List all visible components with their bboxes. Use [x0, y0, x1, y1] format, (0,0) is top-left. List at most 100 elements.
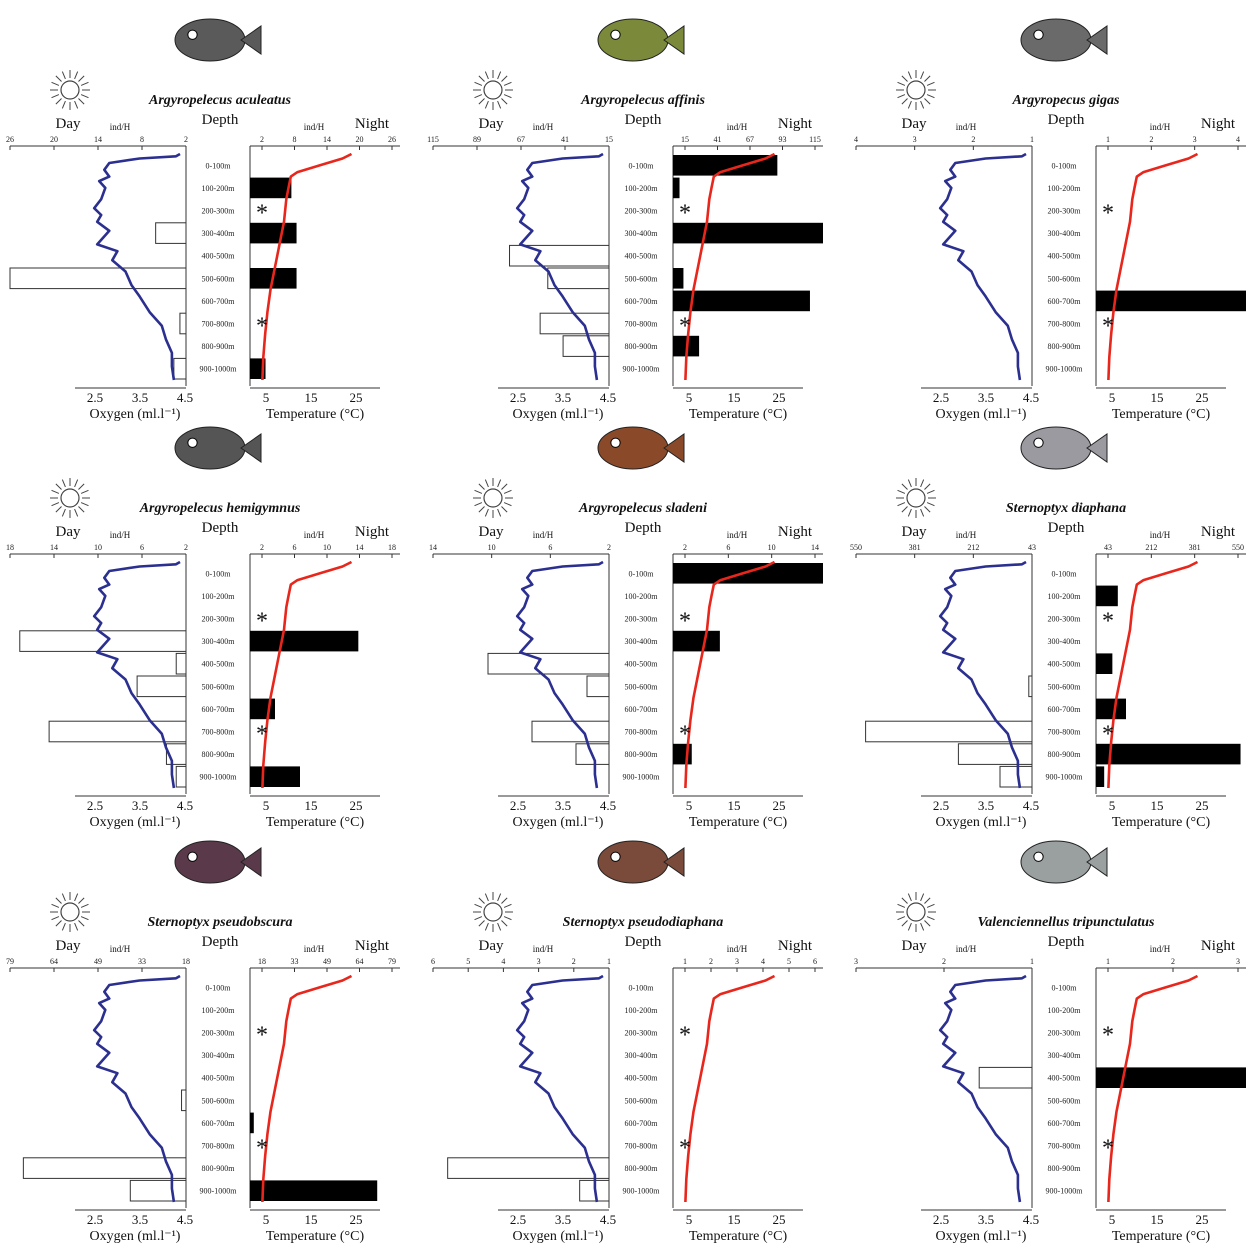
oxygen-tick-label: 3.5 [132, 1212, 148, 1227]
species-name: Sternoptyx pseudobscura [147, 915, 292, 930]
sun-icon-ray [51, 94, 60, 99]
temperature-axis-label: Temperature (°C) [689, 1229, 788, 1244]
depth-tick-label: 0-100m [629, 569, 655, 578]
fish-photo-eye [1033, 29, 1044, 40]
oxygen-axis-label: Oxygen (ml.l⁻¹) [936, 407, 1027, 422]
sun-icon-ray [61, 100, 66, 109]
oxygen-profile-line [515, 152, 604, 381]
night-bar [1096, 290, 1246, 312]
day-unit-label: ind/H [533, 530, 554, 540]
temperature-tick-label: 25 [1196, 798, 1209, 813]
depth-tick-label: 600-700m [202, 297, 236, 306]
day-count-tick-label: 14 [50, 543, 58, 552]
depth-label: Depth [202, 934, 239, 950]
fish-photo [174, 840, 262, 884]
sun-icon-ray [478, 506, 485, 513]
sun-icon-ray [503, 489, 512, 494]
depth-tick-label: 100-200m [625, 184, 659, 193]
sun-icon [896, 70, 936, 110]
depth-tick-label: 500-600m [1048, 682, 1082, 691]
day-label: Day [56, 938, 81, 954]
day-bar [531, 720, 610, 743]
day-label: Day [479, 524, 504, 540]
oxygen-tick-label: 3.5 [978, 1212, 994, 1227]
sun-icon-ray [80, 916, 89, 921]
depth-tick-label: 700-800m [1048, 1142, 1082, 1151]
depth-tick-label: 500-600m [1048, 274, 1082, 283]
sun-icon-ray [924, 75, 931, 82]
sun-icon-disc [60, 80, 80, 100]
night-bar [250, 1180, 378, 1201]
depth-tick-label: 400-500m [1048, 660, 1082, 669]
fish-photo-body [597, 18, 669, 62]
day-unit-label: ind/H [533, 122, 554, 132]
sun-icon-ray [478, 98, 485, 105]
night-bar [250, 630, 359, 652]
sun-icon-ray [907, 100, 912, 109]
day-count-tick-label: 14 [94, 135, 102, 144]
temperature-tick-label: 5 [1109, 390, 1116, 405]
sun-icon-ray [497, 508, 502, 517]
temperature-tick-label: 15 [728, 798, 741, 813]
day-bar [957, 743, 1033, 765]
depth-tick-label: 200-300m [625, 1029, 659, 1038]
depth-tick-label: 500-600m [202, 1096, 236, 1105]
night-label: Night [355, 524, 390, 540]
night-count-tick-label: 15 [681, 135, 689, 144]
day-bar [173, 357, 187, 380]
depth-tick-label: 500-600m [202, 682, 236, 691]
night-count-tick-label: 18 [258, 957, 266, 966]
temperature-tick-label: 5 [263, 1212, 270, 1227]
sun-icon-ray [55, 98, 62, 105]
temperature-axis-label: Temperature (°C) [266, 1229, 365, 1244]
fish-photo-body [597, 840, 669, 884]
sun-icon-ray [924, 897, 931, 904]
significance-star: * [679, 314, 691, 340]
night-bar [673, 563, 823, 584]
significance-star: * [1102, 609, 1114, 635]
moon-icon-crescent [1215, 488, 1228, 512]
fish-photo-body [1020, 18, 1092, 62]
moon-icon [369, 488, 382, 512]
depth-tick-label: 100-200m [202, 1006, 236, 1015]
significance-star: * [256, 201, 268, 227]
depth-tick-label: 700-800m [202, 320, 236, 329]
depth-tick-label: 0-100m [1052, 161, 1078, 170]
night-unit-label: ind/H [727, 530, 748, 540]
oxygen-profile-line [938, 152, 1027, 381]
species-panel: Valenciennellus tripunctulatus Day Depth Ni… [854, 840, 1246, 1244]
day-bar [539, 312, 610, 335]
sun-icon-ray [503, 81, 512, 86]
moon-icon-crescent [1215, 80, 1228, 104]
temperature-tick-label: 5 [686, 1212, 693, 1227]
day-bar [509, 244, 610, 267]
sun-icon-ray [897, 94, 906, 99]
temperature-tick-label: 15 [1151, 798, 1164, 813]
temperature-tick-label: 15 [728, 1212, 741, 1227]
day-count-tick-label: 89 [473, 135, 481, 144]
fish-photo-body [174, 18, 246, 62]
oxygen-tick-label: 3.5 [555, 798, 571, 813]
sun-icon-ray [474, 903, 483, 908]
oxygen-axis-label: Oxygen (ml.l⁻¹) [513, 1229, 604, 1244]
significance-star: * [256, 609, 268, 635]
species-panel: Sternoptyx pseudodiaphana Day Depth Night in… [431, 840, 823, 1244]
depth-tick-label: 800-900m [202, 1164, 236, 1173]
depth-tick-label: 900-1000m [1046, 1187, 1084, 1196]
day-count-tick-label: 3 [537, 957, 541, 966]
sun-icon-ray [80, 903, 89, 908]
depth-tick-label: 600-700m [625, 705, 659, 714]
fish-photo-eye [610, 437, 621, 448]
day-count-tick-label: 15 [605, 135, 613, 144]
sun-icon-ray [78, 75, 85, 82]
significance-star: * [679, 1136, 691, 1162]
night-count-tick-label: 18 [388, 543, 396, 552]
depth-tick-label: 900-1000m [623, 1187, 661, 1196]
species-name: Sternoptyx diaphana [1006, 501, 1126, 516]
oxygen-axis-label: Oxygen (ml.l⁻¹) [90, 1229, 181, 1244]
depth-tick-label: 300-400m [202, 637, 236, 646]
depth-tick-label: 400-500m [625, 1074, 659, 1083]
night-count-tick-label: 212 [1145, 543, 1157, 552]
depth-tick-label: 900-1000m [1046, 773, 1084, 782]
